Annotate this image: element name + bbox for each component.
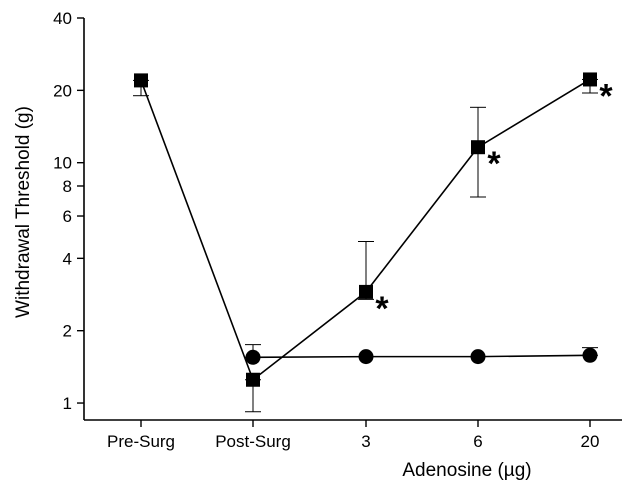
square-marker — [583, 72, 597, 87]
y-tick-label: 10 — [53, 154, 72, 173]
series-circle-line — [252, 354, 591, 359]
circle-marker — [358, 349, 374, 365]
square-marker — [471, 140, 485, 155]
x-axis-label: Adenosine (µg) — [402, 460, 531, 481]
circle-marker — [582, 347, 598, 363]
data-markers — [134, 72, 598, 387]
y-tick-label: 6 — [63, 207, 72, 226]
square-marker — [246, 372, 260, 387]
significance-annotations: * * * — [375, 77, 613, 327]
significance-star: * — [487, 145, 501, 183]
y-tick-label: 40 — [53, 9, 72, 28]
circle-marker — [245, 349, 261, 365]
y-tick-label: 4 — [63, 249, 72, 268]
square-marker — [134, 73, 148, 88]
series-square-line — [140, 78, 591, 382]
series-lines — [140, 78, 591, 382]
significance-star: * — [599, 77, 613, 115]
square-marker — [359, 284, 373, 299]
y-tick-label: 2 — [63, 322, 72, 341]
x-tick-label: 6 — [473, 432, 482, 451]
axes: 1 2 4 6 8 10 20 40 Pre-Surg Post-Surg 3 6 20 — [53, 9, 622, 451]
y-tick-label: 1 — [63, 394, 72, 413]
y-axis-label: Withdrawal Threshold (g) — [13, 106, 34, 318]
x-tick-label: Pre-Surg — [107, 432, 175, 451]
x-tick-label: 3 — [361, 432, 370, 451]
x-tick-label: Post-Surg — [215, 432, 291, 451]
y-tick-label: 8 — [63, 177, 72, 196]
y-tick-label: 20 — [53, 81, 72, 100]
x-tick-label: 20 — [581, 432, 600, 451]
circle-marker — [470, 349, 486, 365]
significance-star: * — [375, 290, 389, 328]
